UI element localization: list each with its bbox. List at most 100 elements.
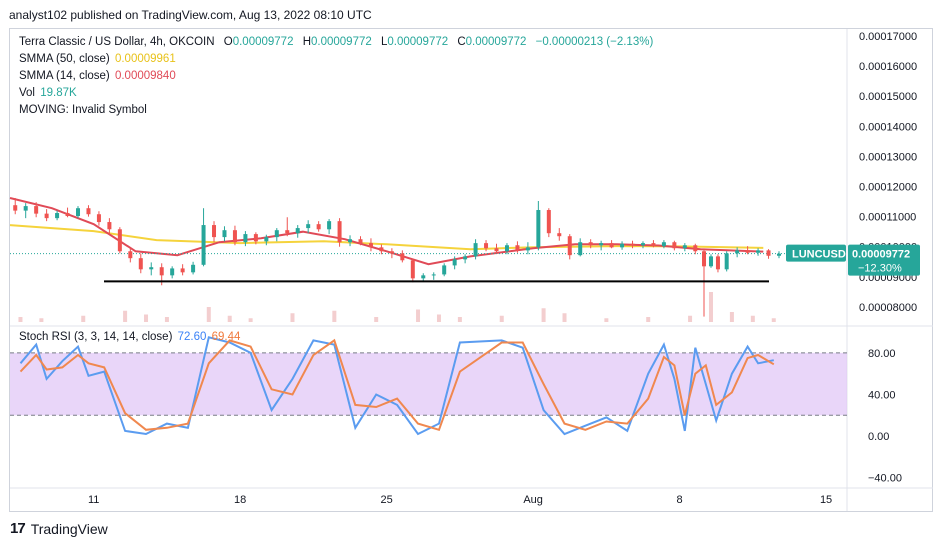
candle-body bbox=[431, 274, 436, 276]
stoch-k-line bbox=[19, 336, 774, 436]
volume-bar bbox=[771, 318, 776, 322]
candle-body bbox=[180, 268, 185, 273]
stoch-k-value: 72.60 bbox=[177, 331, 207, 343]
smma14-legend: SMMA (14, close) 0.00009840 bbox=[19, 70, 176, 82]
candle-body bbox=[368, 243, 373, 248]
time-tick-label: Aug bbox=[523, 494, 543, 506]
low-value: 0.00009772 bbox=[387, 36, 449, 48]
stoch-tick-label: 80.00 bbox=[868, 348, 896, 360]
volume-bar bbox=[332, 310, 337, 322]
candle-body bbox=[708, 256, 713, 267]
chart-frame bbox=[9, 28, 933, 512]
price-tick-label: 0.00016000 bbox=[859, 61, 917, 73]
candle-body bbox=[34, 206, 39, 214]
candle-body bbox=[232, 230, 237, 243]
candle-body bbox=[766, 250, 771, 256]
candle-body bbox=[525, 247, 530, 251]
candle-body bbox=[337, 221, 342, 243]
candle-body bbox=[306, 224, 311, 229]
candle-body bbox=[358, 239, 363, 244]
candle-body bbox=[484, 243, 489, 249]
candle-body bbox=[599, 243, 604, 246]
candle-body bbox=[672, 242, 677, 249]
price-label: 0.00009772 bbox=[852, 249, 910, 261]
volume-bar bbox=[499, 315, 504, 322]
smma14-line bbox=[9, 197, 764, 266]
candle-body bbox=[253, 234, 258, 242]
candles bbox=[13, 197, 781, 317]
candle-body bbox=[327, 221, 332, 230]
candle-body bbox=[536, 210, 541, 248]
tradingview-footer[interactable]: 17 TradingView bbox=[10, 520, 108, 537]
volume-bar bbox=[688, 315, 693, 322]
candle-body bbox=[295, 228, 300, 234]
time-tick-label: 25 bbox=[381, 494, 393, 506]
ticker-label: LUNCUSD bbox=[792, 249, 846, 261]
price-tick-label: 0.00012000 bbox=[859, 182, 917, 194]
volume-bar bbox=[729, 312, 734, 322]
candle-body bbox=[410, 260, 415, 279]
stoch-legend: Stoch RSI (3, 3, 14, 14, close) 72.60 69… bbox=[19, 331, 240, 343]
volume-bar bbox=[374, 317, 379, 322]
price-tick-label: 0.00011000 bbox=[859, 212, 916, 224]
candle-body bbox=[452, 259, 457, 266]
volume-bar bbox=[123, 310, 128, 322]
candle-body bbox=[745, 250, 750, 253]
candle-body bbox=[316, 224, 321, 230]
time-axis: 11 18 25 Aug 8 15 bbox=[88, 494, 832, 506]
volume-bar bbox=[81, 315, 86, 322]
candle-body bbox=[400, 253, 405, 261]
publisher-line: analyst102 published on TradingView.com,… bbox=[9, 8, 372, 22]
candle-body bbox=[494, 248, 499, 252]
open-value: 0.00009772 bbox=[232, 36, 294, 48]
volume-label: Vol bbox=[19, 87, 35, 99]
volume-bar bbox=[750, 315, 755, 322]
stoch-label: Stoch RSI (3, 3, 14, 14, close) bbox=[19, 331, 173, 343]
stoch-axis: 80.00 40.00 0.00 −40.00 bbox=[868, 348, 902, 485]
close-label: C bbox=[457, 36, 466, 48]
stoch-d-value: 69.44 bbox=[211, 331, 241, 343]
volume-bar bbox=[604, 318, 609, 322]
candle-body bbox=[389, 251, 394, 254]
close-value: 0.00009772 bbox=[465, 36, 527, 48]
price-tick-label: 0.00015000 bbox=[859, 91, 917, 103]
smma50-label: SMMA (50, close) bbox=[19, 53, 110, 65]
low-label: L bbox=[380, 36, 388, 48]
candle-body bbox=[149, 267, 154, 270]
volume-bar bbox=[708, 292, 713, 322]
stoch-tick-label: −40.00 bbox=[868, 473, 902, 485]
smma14-value: 0.00009840 bbox=[114, 70, 176, 82]
candle-body bbox=[274, 230, 279, 238]
moving-averages bbox=[9, 197, 847, 266]
candle-body bbox=[285, 230, 290, 234]
volume-bar bbox=[164, 317, 169, 322]
candle-body bbox=[159, 267, 164, 276]
candle-body bbox=[212, 225, 217, 238]
candle-body bbox=[578, 242, 583, 256]
moving-label: MOVING: Invalid Symbol bbox=[19, 104, 147, 116]
candle-body bbox=[379, 247, 384, 252]
candle-body bbox=[76, 208, 81, 217]
candle-body bbox=[463, 256, 468, 260]
candle-body bbox=[442, 265, 447, 275]
volume-bar bbox=[248, 318, 253, 322]
candle-body bbox=[702, 251, 707, 267]
stoch-d-line bbox=[19, 338, 775, 432]
candle-body bbox=[735, 250, 740, 254]
candle-body bbox=[107, 222, 112, 230]
volume-bar bbox=[436, 314, 441, 322]
candle-body bbox=[473, 243, 478, 257]
time-tick-label: 18 bbox=[234, 494, 246, 506]
candle-body bbox=[651, 243, 656, 247]
candle-body bbox=[96, 214, 101, 223]
volume-bar bbox=[144, 314, 149, 322]
candle-body bbox=[567, 236, 572, 256]
stoch-rsi-pane bbox=[10, 336, 847, 436]
candle-body bbox=[222, 230, 227, 238]
moving-legend: MOVING: Invalid Symbol bbox=[19, 104, 147, 116]
candle-body bbox=[65, 213, 70, 217]
candle-body bbox=[348, 239, 353, 243]
smma50-line bbox=[9, 224, 764, 251]
candle-body bbox=[557, 233, 562, 237]
price-tick-label: 0.00014000 bbox=[859, 121, 917, 133]
